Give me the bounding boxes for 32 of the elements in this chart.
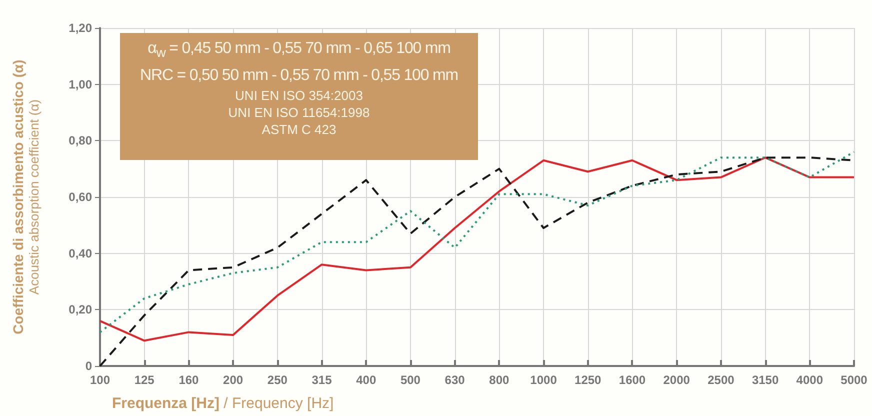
- y-tick-label: 0,20: [68, 302, 92, 317]
- x-tick-label: 2500: [708, 373, 735, 387]
- x-tick-label: 1600: [618, 373, 646, 387]
- x-tick-label: 3150: [752, 373, 779, 387]
- x-tick-label: 200: [223, 373, 244, 387]
- y-tick-label: 0,40: [68, 246, 92, 260]
- x-tick-label: 4000: [796, 373, 824, 387]
- annotation: NRC = 0,50 50 mm - 0,55 70 mm - 0,55 100 mm: [139, 66, 459, 86]
- x-tick-label: 500: [400, 373, 421, 387]
- annotation: ASTM C 423: [260, 121, 338, 138]
- x-tick-label: 5000: [840, 373, 868, 387]
- y-tick-label: 1,00: [68, 77, 92, 92]
- annotation: α$_{w}$ = 0,45 50 mm - 0,55 70 mm - 0,65 100 mm: [146, 39, 452, 62]
- x-tick-label: 1250: [574, 373, 602, 387]
- x-tick-label: 800: [489, 373, 510, 387]
- x-tick-label: 400: [356, 373, 376, 387]
- x-tick-label: 100: [90, 373, 110, 387]
- y-tick-label: 1,20: [68, 21, 92, 35]
- x-tick-label: 315: [312, 373, 332, 387]
- y-axis-title: Coefficiente di assorbimento acustico (α) Acoustic absorption coefficient (α): [10, 60, 42, 334]
- y-tick-label: 0: [85, 359, 92, 373]
- x-tick-label: 2000: [663, 373, 690, 387]
- x-tick-label: 125: [134, 373, 155, 387]
- annotation: UNI EN ISO 11654:1998: [227, 104, 371, 122]
- y-tick-label: 0,60: [68, 190, 92, 204]
- x-axis-title: Frequenza [Hz] / Frequency [Hz]: [112, 395, 334, 412]
- x-tick-label: 630: [444, 373, 466, 387]
- x-tick-label: 160: [178, 373, 200, 387]
- annotation: UNI EN ISO 354:2003: [234, 87, 364, 104]
- x-tick-label: 1000: [530, 373, 558, 387]
- y-tick-label: 0,80: [68, 134, 92, 148]
- x-tick-label: 250: [267, 373, 288, 387]
